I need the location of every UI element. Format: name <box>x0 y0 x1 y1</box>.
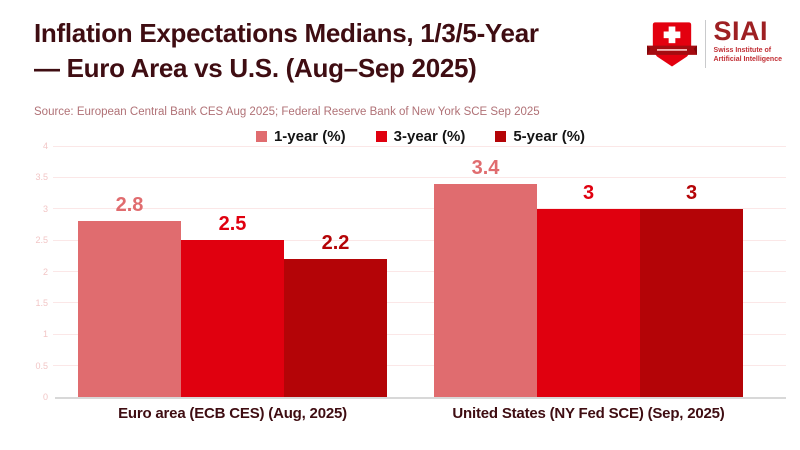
legend-item: 3-year (%) <box>375 128 466 145</box>
logo-brand: SIAI <box>713 16 769 46</box>
logo-tagline: Swiss Institute of Artificial Intelligen… <box>714 47 782 64</box>
logo-tagline-line1: Swiss Institute of <box>713 47 772 54</box>
bar-group: 3.4 3 3 <box>434 146 743 397</box>
source-note: Source: European Central Bank CES Aug 20… <box>34 106 540 118</box>
y-axis-tick-label: 3.5 <box>35 172 48 183</box>
bar-segment: 2.2 <box>284 232 387 397</box>
y-axis-tick-label: 3 <box>42 203 48 214</box>
y-axis-tick-label: 1 <box>42 329 48 340</box>
bar-segment: 2.8 <box>78 194 181 397</box>
category-label: United States (NY Fed SCE) (Sep, 2025) <box>452 405 725 422</box>
title-line-1: Inflation Expectations Medians, 1/3/5-Ye… <box>34 18 539 48</box>
bar-segment: 3.4 <box>434 157 537 397</box>
gridline <box>53 239 786 241</box>
bar-value-label: 2.8 <box>115 194 144 217</box>
bar-value-label: 2.5 <box>218 213 247 236</box>
y-axis-tick-label: 4 <box>42 141 48 151</box>
title-line-2: — Euro Area vs U.S. (Aug–Sep 2025) <box>34 53 477 83</box>
header: Inflation Expectations Medians, 1/3/5-Ye… <box>34 16 782 86</box>
y-axis-tick-label: 2.5 <box>35 235 48 246</box>
bar-segment: 3 <box>537 182 640 397</box>
legend-item: 5-year (%) <box>495 128 585 145</box>
bar-value-label: 3.4 <box>471 156 500 179</box>
gridline <box>53 333 786 335</box>
legend-label: 1-year (%) <box>273 128 346 145</box>
category-label: Euro area (ECB CES) (Aug, 2025) <box>118 405 347 422</box>
page-title: Inflation Expectations Medians, 1/3/5-Ye… <box>34 16 539 86</box>
gridline <box>53 271 786 272</box>
bar-value-label: 2.2 <box>321 231 350 254</box>
legend: 1-year (%) 3-year (%) 5-year (%) <box>55 128 786 145</box>
bar-value-label: 3 <box>685 181 698 204</box>
legend-swatch-icon <box>375 131 387 142</box>
bar-chart-plot-area: 2.8 2.5 2.2 3.4 3 3 <box>53 145 786 399</box>
legend-swatch-icon <box>255 131 267 142</box>
gridline <box>53 302 786 304</box>
bar-value-label: 3 <box>582 181 595 204</box>
y-axis-tick-label: 1.5 <box>35 297 48 308</box>
y-axis-tick-label: 0.5 <box>35 360 48 371</box>
siai-logo: SIAI Swiss Institute of Artificial Intel… <box>646 18 782 70</box>
gridline <box>53 208 786 210</box>
legend-label: 5-year (%) <box>513 128 586 145</box>
y-axis-tick-label: 0 <box>42 392 48 402</box>
gridline <box>53 365 786 367</box>
logo-text: SIAI Swiss Institute of Artificial Intel… <box>714 18 782 64</box>
bar-segment: 3 <box>640 182 743 397</box>
gridline <box>53 145 786 147</box>
logo-tagline-line2: Artificial Intelligence <box>713 55 782 63</box>
legend-item: 1-year (%) <box>255 128 346 145</box>
y-axis-tick-label: 2 <box>42 266 48 277</box>
gridline <box>53 176 786 178</box>
swiss-shield-icon <box>646 22 697 67</box>
bar-segment: 2.5 <box>181 213 284 397</box>
bar-group: 2.8 2.5 2.2 <box>78 146 387 397</box>
legend-swatch-icon <box>495 131 507 142</box>
logo-divider <box>704 20 706 68</box>
legend-label: 3-year (%) <box>393 128 466 145</box>
